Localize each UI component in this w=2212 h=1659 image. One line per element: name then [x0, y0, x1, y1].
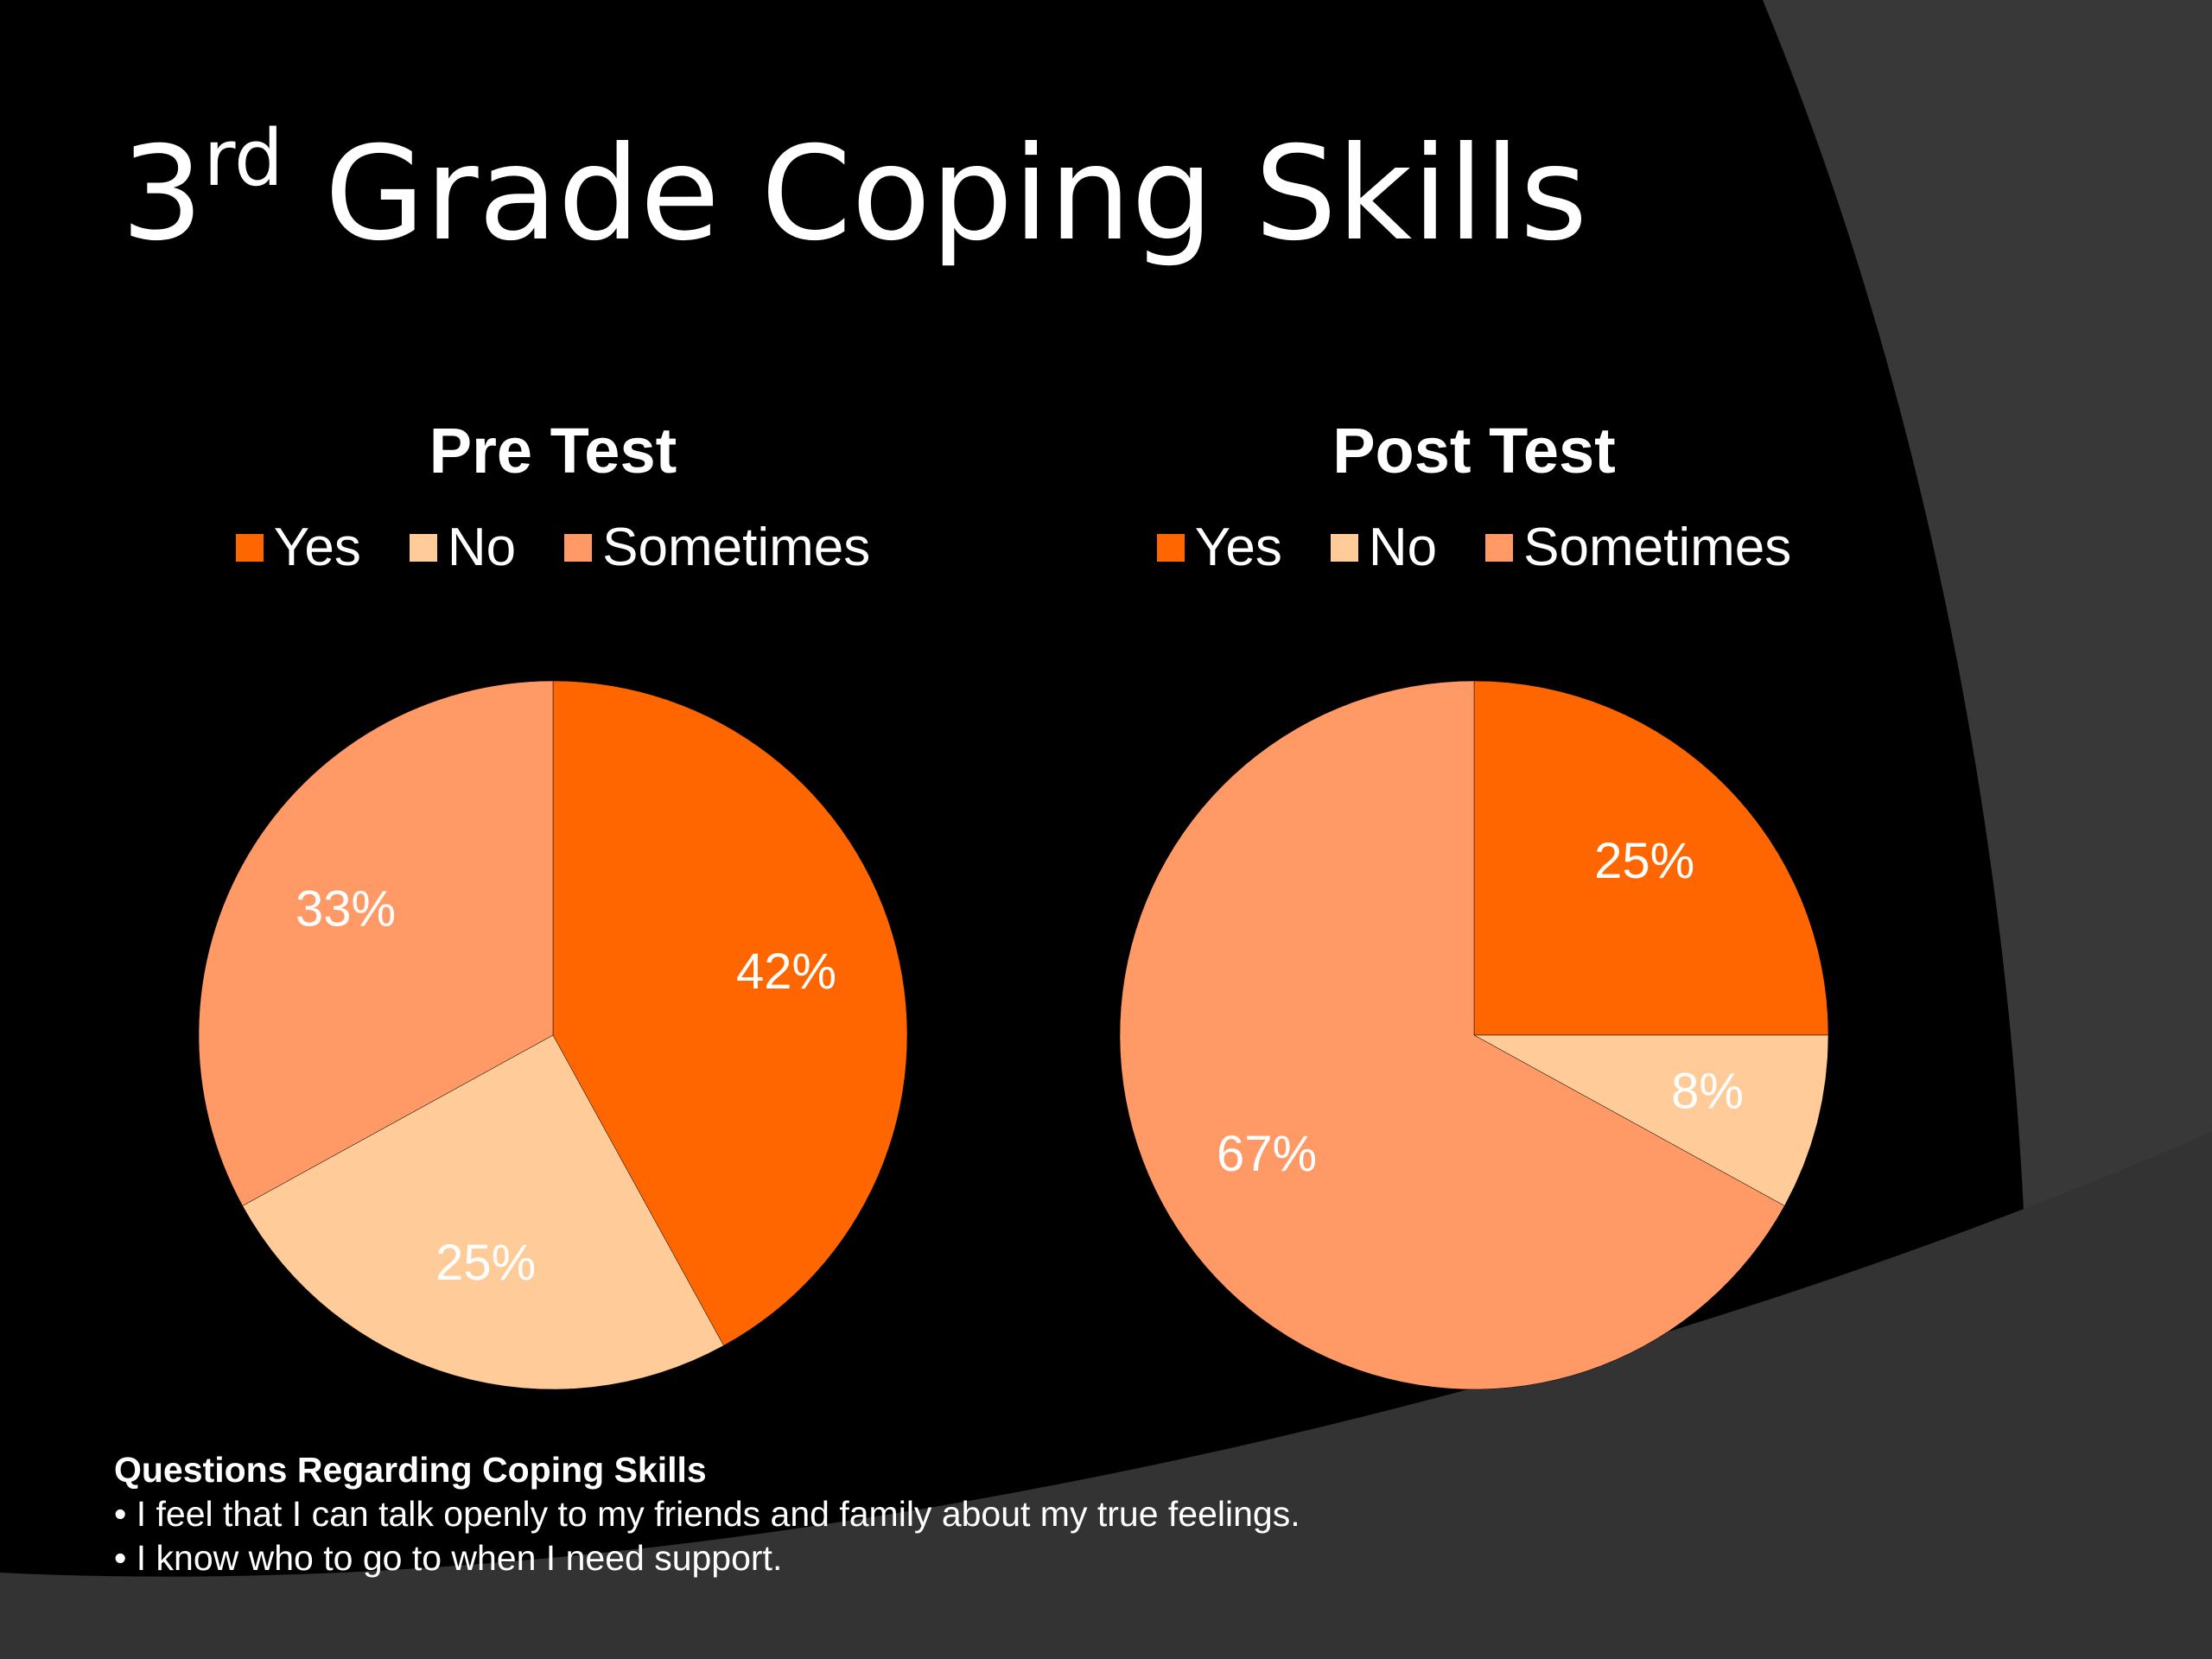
legend-item-yes: Yes: [1156, 518, 1282, 577]
pre-test-slice-yes: [552, 680, 908, 1346]
bottom-swoosh: [0, 1132, 2212, 1659]
pre-test-slice-no: [242, 1034, 724, 1390]
notes-line-1: • I feel that I can talk openly to my fr…: [114, 1494, 1300, 1534]
legend-item-sometimes: Sometimes: [1485, 521, 1791, 575]
post-test-chart-title: Post Test: [1332, 415, 1616, 486]
legend-swatch-no: [409, 534, 437, 562]
legend-swatch-sometimes: [564, 534, 593, 562]
questions-notes: Questions Regarding Coping Skills • I fe…: [114, 1448, 1300, 1580]
legend-item-sometimes: Sometimes: [564, 521, 870, 575]
pre-test-chart-title: Pre Test: [429, 415, 677, 486]
pre-test-slice-sometimes: [198, 680, 554, 1206]
pre-test-label-no: 25%: [435, 1235, 536, 1291]
title-text: Grade Coping Skills: [283, 119, 1588, 270]
legend-label-sometimes: Sometimes: [602, 518, 871, 577]
title-number: 3: [121, 119, 204, 270]
post-test-slice-sometimes: [1119, 680, 1785, 1390]
pre-test-label-yes: 42%: [736, 944, 836, 1000]
post-test-slice-yes: [1473, 680, 1829, 1036]
pre-test-label-sometimes: 33%: [296, 880, 396, 937]
post-test-label-yes: 25%: [1594, 833, 1694, 889]
legend-swatch-no: [1330, 534, 1358, 562]
legend-item-no: No: [1330, 518, 1438, 577]
legend-item-no: No: [409, 518, 517, 577]
legend-swatch-yes: [235, 534, 264, 562]
pre-test-pie: 42% 25% 33%: [198, 680, 908, 1390]
post-test-label-sometimes: 67%: [1217, 1126, 1317, 1182]
legend-item-yes: Yes: [235, 518, 361, 577]
legend-label-sometimes: Sometimes: [1523, 518, 1792, 577]
notes-line-2: • I know who to go to when I need suppor…: [114, 1538, 783, 1578]
post-test-pie: 25% 8% 67%: [1119, 680, 1829, 1390]
legend-label-no: No: [1368, 518, 1438, 577]
legend-label-yes: Yes: [1194, 518, 1282, 577]
slide-title: 3rd Grade Coping Skills: [121, 120, 1587, 260]
post-test-slice-no: [1473, 1034, 1829, 1206]
legend-swatch-yes: [1156, 534, 1185, 562]
legend-label-no: No: [447, 518, 517, 577]
post-test-legend: Yes No Sometimes: [1085, 521, 1863, 575]
pre-test-legend: Yes No Sometimes: [164, 521, 942, 575]
notes-heading: Questions Regarding Coping Skills: [114, 1450, 707, 1490]
legend-swatch-sometimes: [1485, 534, 1514, 562]
title-superscript: rd: [203, 113, 283, 204]
post-test-label-no: 8%: [1671, 1064, 1744, 1120]
legend-label-yes: Yes: [273, 518, 361, 577]
